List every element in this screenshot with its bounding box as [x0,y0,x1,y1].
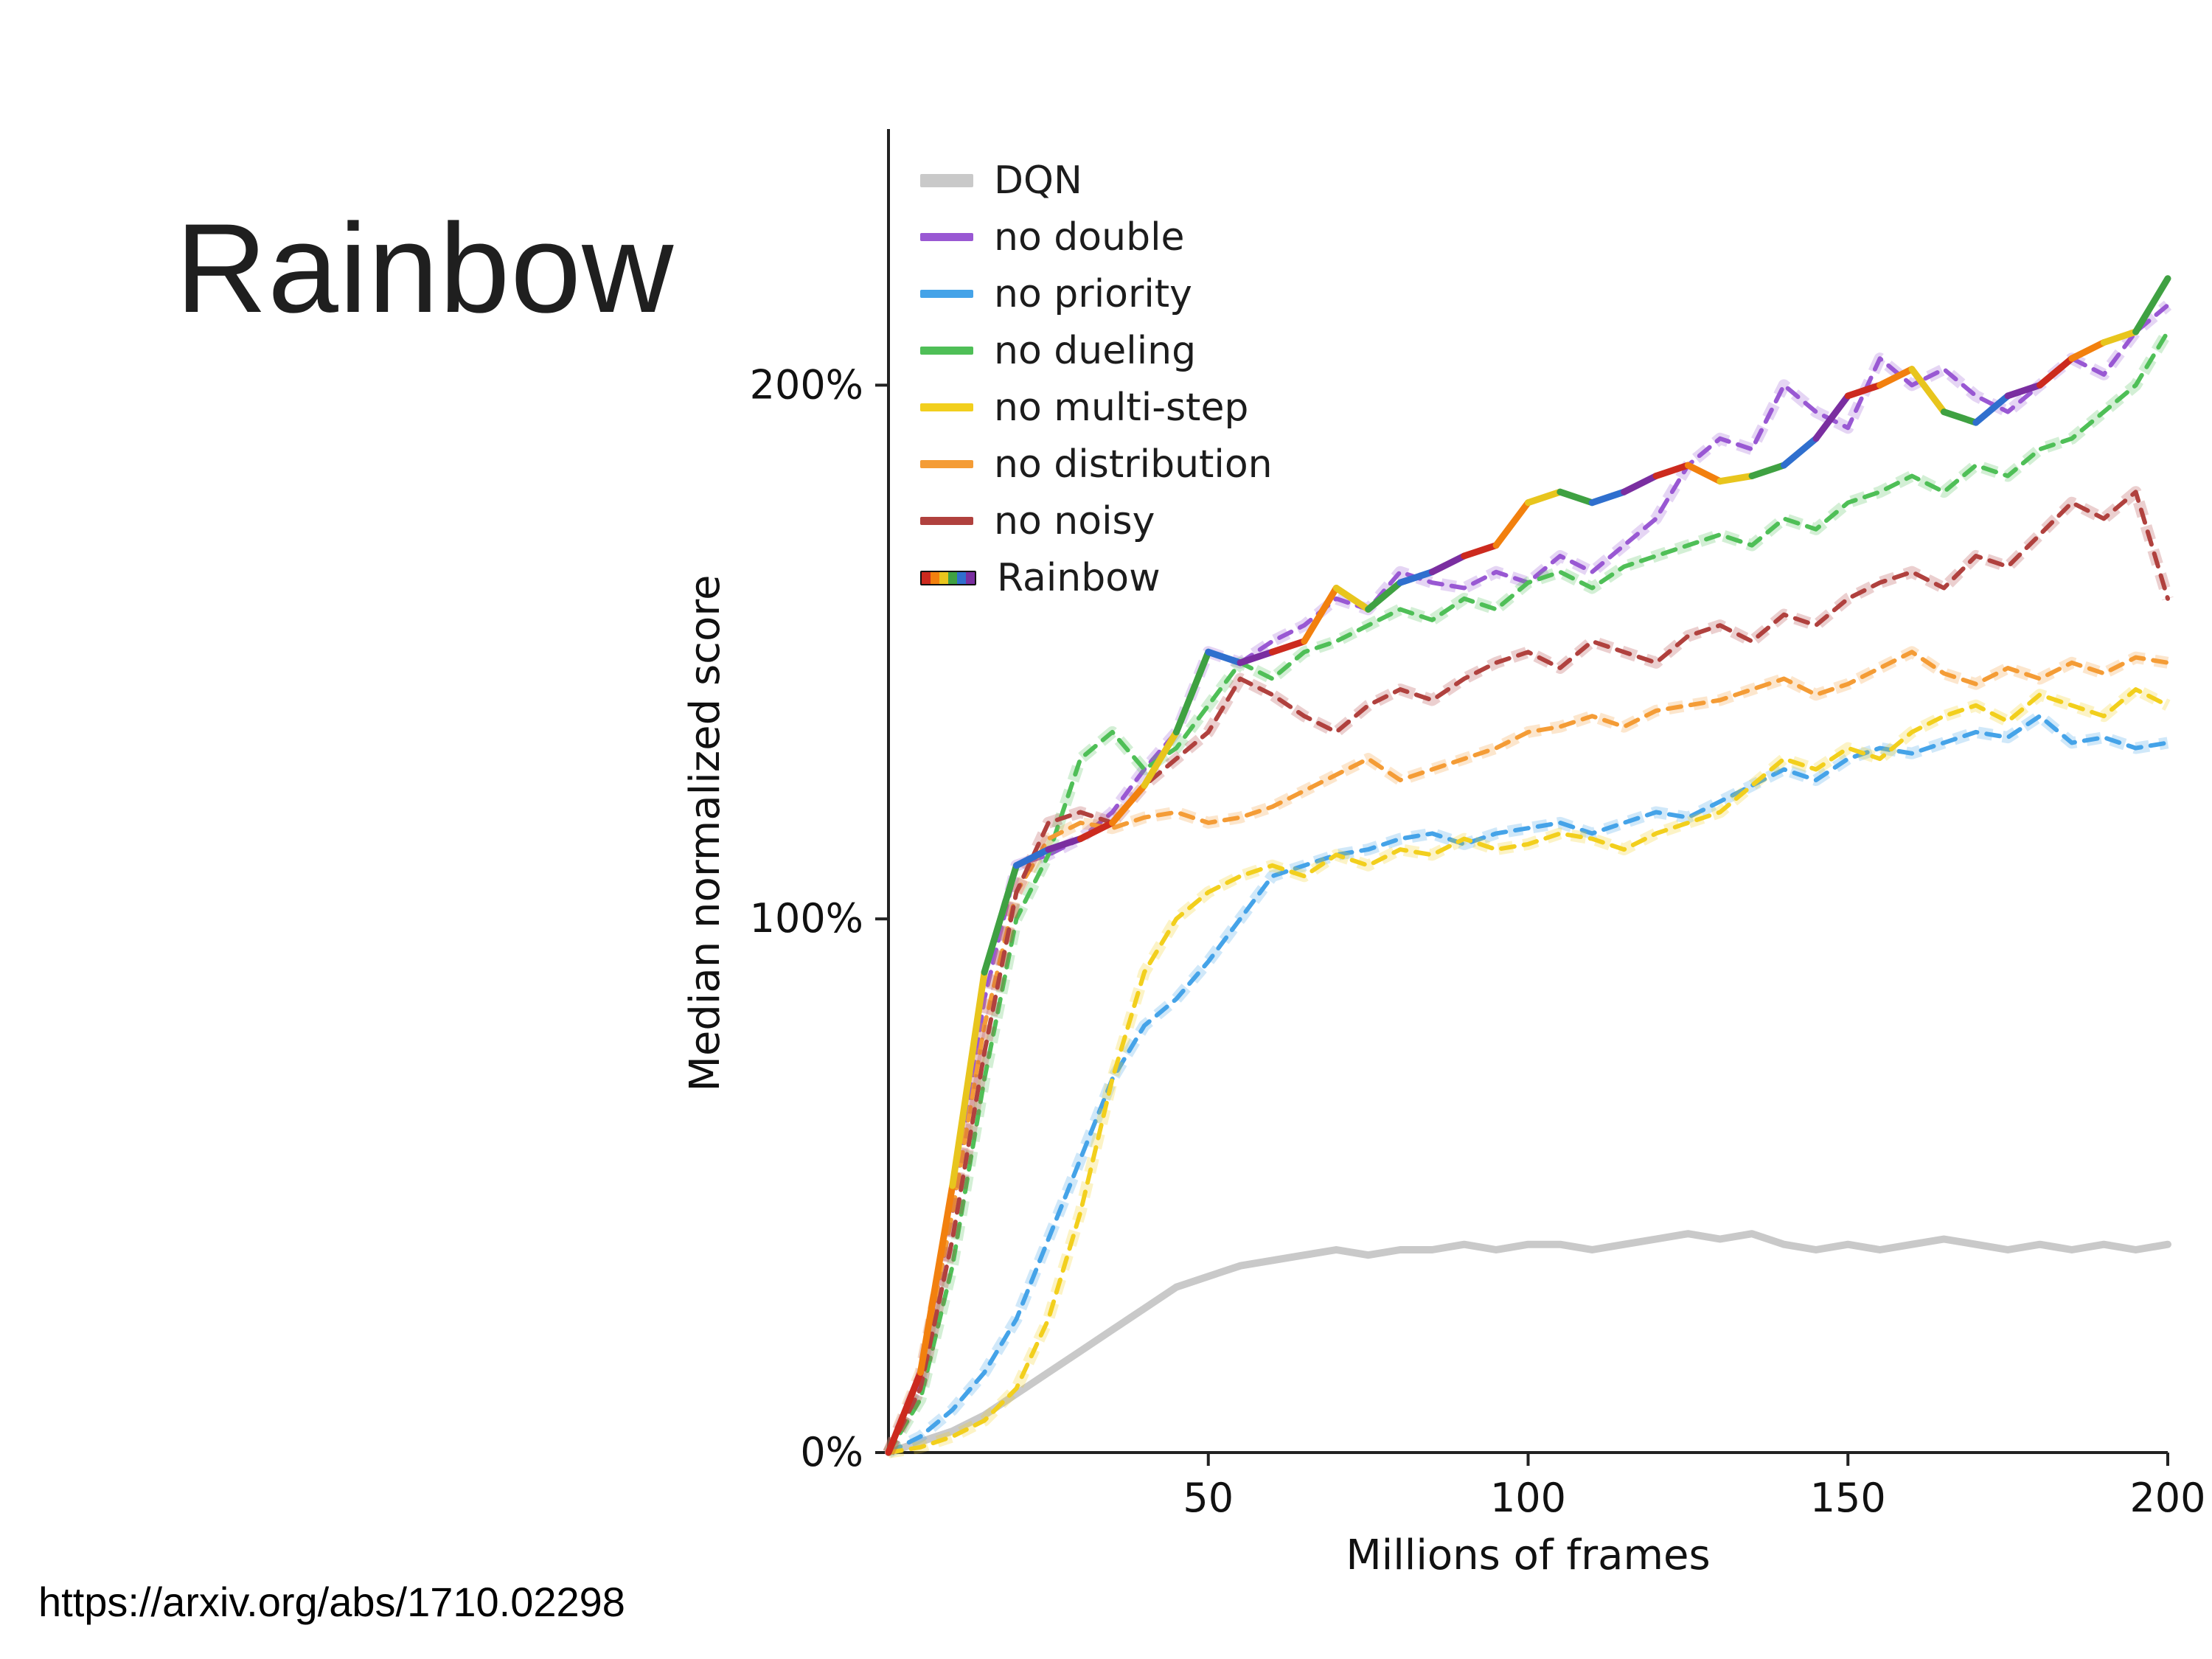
legend-label-no-multi-step: no multi-step [994,385,1249,430]
legend-label-dqn: DQN [994,158,1082,203]
series-rainbow-segment [1557,488,1596,507]
series-no-multi-step [886,687,2170,1455]
legend-item-no-multi-step: no multi-step [920,379,1273,436]
series-rainbow-segment [885,1368,924,1456]
series-rainbow-segment [949,969,988,1189]
legend-label-no-priority: no priority [994,271,1192,316]
series-rainbow-segment [1844,381,1884,400]
series-no-dueling [886,330,2170,1455]
series-rainbow-segment [1237,648,1276,667]
y-tick-label: 200% [750,361,863,408]
y-tick-label: 100% [750,895,863,942]
series-rainbow-segment [1748,462,1787,479]
legend-swatch-rainbow [920,570,976,585]
x-tick-label: 150 [1810,1475,1886,1521]
page-title: Rainbow [175,198,675,340]
legend-item-dqn: DQN [920,152,1273,209]
series-rainbow-segment [1940,408,1980,426]
legend-swatch-no-priority [920,290,973,298]
x-tick-label: 50 [1183,1475,1234,1521]
series-rainbow-segment [1077,819,1116,843]
series-rainbow-segment [1428,552,1468,576]
x-tick-label: 200 [2129,1475,2205,1521]
series-rainbow-segment [1877,366,1916,389]
y-axis-label: Median normalized score [681,575,729,1092]
series-no-priority [886,714,2170,1455]
series-halo-no-multi-step [887,684,2171,1458]
series-rainbow-segment [1172,648,1212,736]
series-dqn [885,1230,2171,1456]
series-halo-no-noisy [883,486,2174,1455]
series-rainbow-segment [981,862,1020,976]
legend-item-no-double: no double [920,209,1273,265]
series-rainbow-segment [2132,275,2171,335]
series-rainbow-segment [1332,585,1372,613]
y-tick-label: 0% [800,1429,863,1475]
series-rainbow-segment [2037,355,2076,389]
series-rainbow-segment [1908,366,1947,416]
legend-label-rainbow: Rainbow [997,555,1161,600]
series-rainbow-segment [1461,542,1500,560]
legend-label-no-dueling: no dueling [994,328,1197,373]
legend-swatch-dqn [920,173,973,187]
legend-swatch-no-distribution [920,460,973,468]
legend-swatch-no-multi-step [920,403,973,411]
legend-label-no-noisy: no noisy [994,498,1155,543]
legend-swatch-no-noisy [920,517,973,525]
series-rainbow-segment [1525,488,1564,507]
series-rainbow-segment [1013,846,1052,869]
series-no-noisy [886,490,2170,1455]
legend-item-no-noisy: no noisy [920,493,1273,549]
legend-item-rainbow: Rainbow [920,549,1273,606]
series-rainbow-segment [1972,392,2011,426]
series-rainbow-segment [1652,462,1691,479]
series-rainbow-segment [2100,328,2140,346]
series-rainbow-segment [1141,728,1180,789]
series-rainbow-segment [1717,473,1756,485]
series-rainbow-segment [1269,638,1308,655]
legend-swatch-no-dueling [920,347,973,355]
x-axis-label: Millions of frames [1346,1531,1710,1579]
series-rainbow-segment [2004,381,2043,400]
legend-label-no-distribution: no distribution [994,442,1273,487]
series-rainbow-segment [1045,835,1084,853]
series-rainbow-segment [1621,473,1660,495]
series-rainbow-segment [1812,392,1851,442]
arxiv-link[interactable]: https://arxiv.org/abs/1710.02298 [38,1579,625,1625]
series-rainbow-segment [1397,568,1436,586]
series-rainbow-segment [1109,782,1148,827]
legend-label-no-double: no double [994,215,1185,260]
series-rainbow-segment [1365,579,1404,613]
x-tick-label: 100 [1490,1475,1566,1521]
series-rainbow-segment [2068,339,2107,362]
legend-item-no-distribution: no distribution [920,436,1273,493]
chart-legend: DQN no double no priority no dueling no mult… [920,152,1273,606]
series-rainbow-segment [1492,499,1531,549]
series-rainbow-segment [1781,435,1820,469]
legend-item-no-priority: no priority [920,265,1273,322]
series-rainbow-segment [1588,488,1628,507]
series-rainbow-segment [1205,648,1244,667]
legend-item-no-dueling: no dueling [920,322,1273,379]
legend-swatch-no-double [920,233,973,241]
series-rainbow-segment [1684,462,1724,485]
series-rainbow-segment [1301,585,1340,645]
series-rainbow-segment [917,1182,956,1376]
